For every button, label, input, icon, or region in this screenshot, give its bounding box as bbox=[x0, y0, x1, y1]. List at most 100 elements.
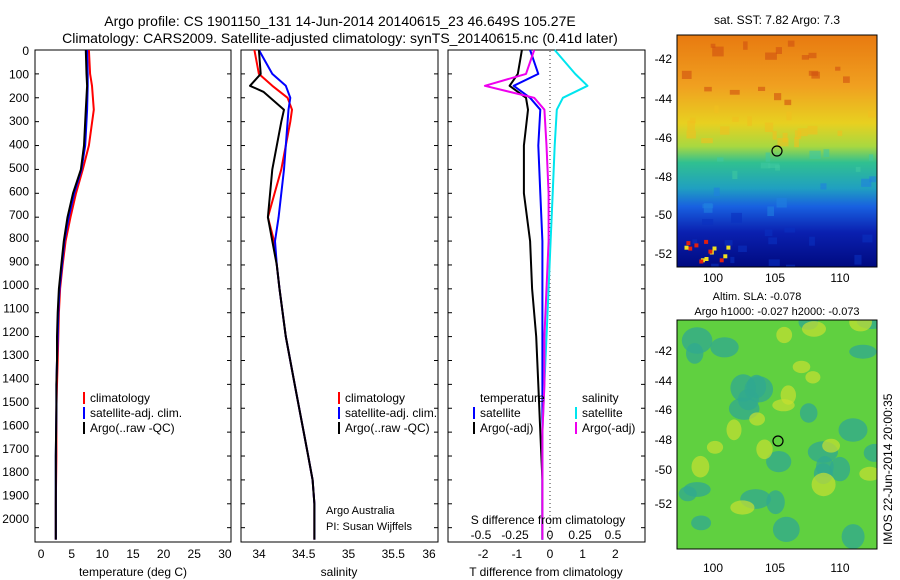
x-tick-label: -2 bbox=[478, 547, 489, 561]
legend-label: satellite-adj. clim. bbox=[90, 406, 182, 420]
sst-cell bbox=[704, 239, 709, 244]
difference-series bbox=[483, 49, 589, 540]
sst-cell bbox=[809, 236, 815, 246]
sst-cell bbox=[714, 105, 719, 114]
sla-eddy bbox=[849, 320, 872, 332]
sst-cell bbox=[731, 212, 742, 223]
sst-cell bbox=[843, 76, 850, 83]
argo-location-marker bbox=[772, 435, 784, 447]
sla-eddy bbox=[710, 337, 739, 358]
sst-cell bbox=[768, 163, 780, 168]
legend-label: climatology bbox=[90, 391, 150, 405]
sst-cell bbox=[823, 149, 830, 157]
salinity-annotation: Argo Australia bbox=[326, 505, 395, 517]
series-line-argo-adj- bbox=[508, 49, 544, 540]
y-tick-label: -48 bbox=[655, 170, 673, 184]
sst-cell bbox=[712, 46, 724, 57]
salinity-legend: climatology satellite-adj. clim. Argo(..… bbox=[338, 391, 437, 435]
sla-eddy bbox=[805, 371, 821, 384]
series-line-argo-raw-qc- bbox=[54, 49, 89, 540]
sst-cell bbox=[786, 264, 796, 267]
series-line-satellite bbox=[541, 49, 589, 540]
y-tick-label: 1200 bbox=[2, 325, 29, 339]
x-tick-label: 1 bbox=[579, 547, 586, 561]
sst-cell bbox=[820, 183, 827, 190]
top-tick-label: -0.5 bbox=[471, 528, 492, 542]
difference-top-ticks: -0.5 -0.25 0 0.25 0.5 bbox=[471, 528, 622, 542]
sla-eddy bbox=[726, 419, 742, 441]
sst-cell bbox=[729, 89, 740, 95]
sla-eddy bbox=[822, 438, 840, 453]
y-tick-label: 900 bbox=[9, 255, 29, 269]
top-tick-label: -0.25 bbox=[501, 528, 529, 542]
sst-cell bbox=[774, 93, 782, 101]
sst-cell bbox=[686, 241, 691, 246]
temperature-legend: climatology satellite-adj. clim. Argo(..… bbox=[83, 391, 182, 435]
x-tick-label: -1 bbox=[512, 547, 523, 561]
sst-cell bbox=[784, 227, 796, 233]
difference-top-label: S difference from climatology bbox=[471, 513, 626, 527]
sla-eddy bbox=[772, 399, 795, 412]
sst-cell bbox=[808, 70, 819, 76]
sla-map-title-2: Argo h1000: -0.027 h2000: -0.073 bbox=[694, 306, 859, 318]
sla-eddy bbox=[792, 360, 811, 374]
sst-cell bbox=[868, 110, 876, 118]
x-tick-label: 34.5 bbox=[292, 547, 316, 561]
side-timestamp-label: IMOS 22-Jun-2014 20:00:35 bbox=[881, 393, 895, 545]
sst-cell bbox=[699, 259, 704, 264]
argo-location-marker bbox=[771, 145, 783, 157]
sla-eddy bbox=[811, 472, 836, 497]
sst-cell bbox=[794, 137, 799, 148]
y-tick-label: 400 bbox=[9, 138, 29, 152]
y-tick-label: -52 bbox=[655, 497, 673, 511]
sst-cell bbox=[720, 126, 730, 135]
salinity-panel-frame bbox=[240, 49, 439, 543]
sla-eddy bbox=[691, 515, 712, 531]
y-tick-label: -50 bbox=[655, 208, 673, 222]
sla-eddy bbox=[841, 524, 865, 549]
sst-cell bbox=[782, 132, 788, 143]
y-tick-label: 2000 bbox=[2, 512, 29, 526]
sla-eddy bbox=[730, 500, 755, 515]
sst-cell bbox=[717, 157, 724, 162]
sla-eddy bbox=[756, 439, 773, 460]
x-tick-label: 25 bbox=[188, 547, 202, 561]
sst-cell bbox=[786, 111, 792, 121]
y-tick-label: -52 bbox=[655, 247, 673, 261]
sst-cell bbox=[701, 138, 713, 144]
sla-eddy bbox=[737, 389, 759, 411]
legend-label: satellite bbox=[480, 406, 521, 420]
sla-eddy bbox=[802, 321, 826, 337]
x-tick-label: 30 bbox=[218, 547, 232, 561]
sla-eddy bbox=[749, 412, 765, 426]
header-line-1: Argo profile: CS 1901150_131 14-Jun-2014… bbox=[104, 13, 575, 29]
sst-cell bbox=[704, 257, 709, 261]
y-tick-label: -46 bbox=[655, 403, 673, 417]
x-tick-label: 35.5 bbox=[382, 547, 406, 561]
y-tick-label: 1800 bbox=[2, 465, 29, 479]
y-tick-label: -42 bbox=[655, 52, 673, 66]
x-tick-label: 10 bbox=[96, 547, 110, 561]
x-tick-label: 36 bbox=[422, 547, 436, 561]
sla-eddy bbox=[772, 516, 800, 543]
legend-label: satellite bbox=[582, 406, 623, 420]
difference-legend: temperature satellite Argo(-adj) salinit… bbox=[473, 391, 635, 435]
sla-heatmap bbox=[677, 320, 877, 549]
series-line-argo-adj- bbox=[483, 49, 550, 540]
sst-cell bbox=[723, 254, 728, 259]
sla-eddy bbox=[799, 403, 818, 423]
sst-cell bbox=[862, 234, 873, 243]
x-tick-label: 100 bbox=[703, 561, 723, 575]
top-tick-label: 0.25 bbox=[568, 528, 592, 542]
sst-cell bbox=[710, 43, 716, 48]
sst-cell bbox=[747, 116, 752, 126]
sst-cell bbox=[787, 40, 795, 47]
legend-label: Argo(..raw -QC) bbox=[345, 421, 430, 435]
y-tick-label: 100 bbox=[9, 67, 29, 81]
sla-eddy bbox=[863, 443, 877, 462]
sst-cell bbox=[764, 122, 774, 132]
legend-label: Argo(..raw -QC) bbox=[90, 421, 175, 435]
difference-panel-frame bbox=[447, 49, 646, 543]
x-tick-label: 0 bbox=[547, 547, 554, 561]
y-tick-label: 1000 bbox=[2, 278, 29, 292]
